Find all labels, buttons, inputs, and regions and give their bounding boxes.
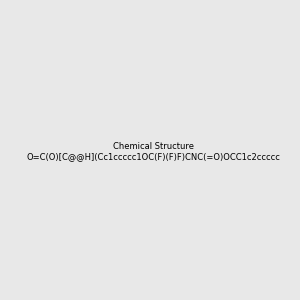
Text: Chemical Structure
O=C(O)[C@@H](Cc1ccccc1OC(F)(F)F)CNC(=O)OCC1c2ccccc: Chemical Structure O=C(O)[C@@H](Cc1ccccc… [27, 142, 281, 161]
